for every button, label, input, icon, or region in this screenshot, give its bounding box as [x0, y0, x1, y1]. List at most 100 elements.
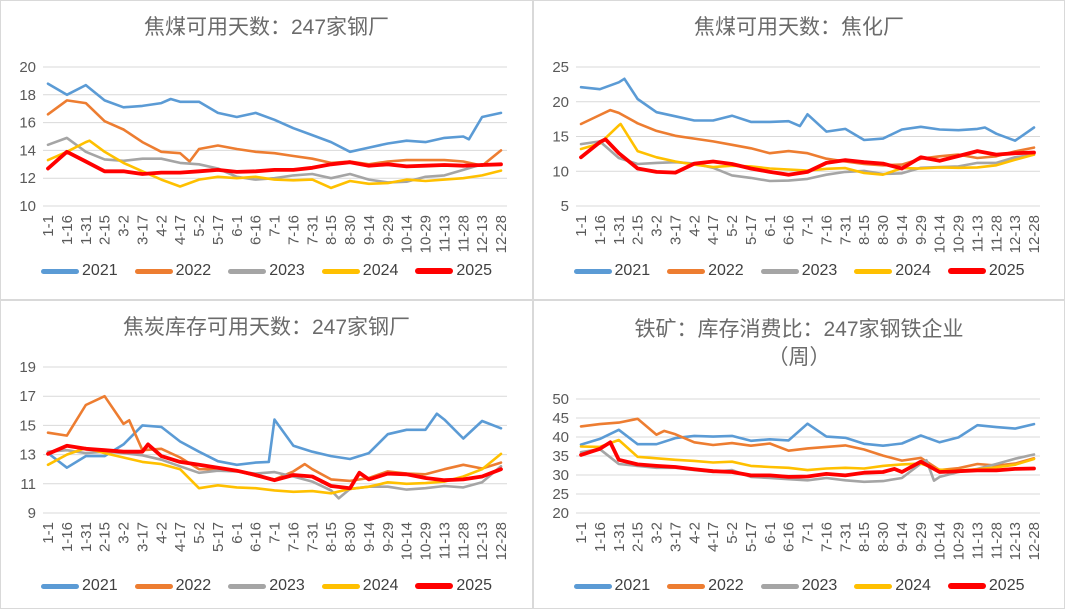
- legend-item-2021: 2021: [573, 577, 650, 595]
- x-axis-tick-label: 1-1: [573, 522, 590, 544]
- legend-item-2025: 2025: [415, 577, 492, 595]
- legend-line-swatch: [134, 583, 173, 589]
- legend-line-swatch: [947, 268, 986, 274]
- x-axis-tick-label: 7-16: [285, 215, 302, 245]
- x-axis-tick-label: 10-29: [418, 522, 435, 560]
- legend-line-swatch: [228, 268, 267, 274]
- series-line-2021: [579, 77, 1036, 142]
- x-axis-tick-label: 11-13: [969, 522, 986, 559]
- legend-item-2022: 2022: [134, 577, 212, 595]
- x-axis-tick-label: 12-28: [493, 215, 510, 253]
- chart-title-line: （周）: [767, 346, 831, 370]
- legend-line-swatch: [228, 583, 267, 589]
- legend-item-2024: 2024: [321, 577, 399, 595]
- y-axis-tick-label: 20: [552, 505, 569, 522]
- y-axis-tick-label: 20: [552, 94, 569, 111]
- series-line-2023: [46, 136, 503, 184]
- series-line-2025: [579, 440, 1036, 479]
- x-axis-tick-label: 1-16: [592, 215, 609, 245]
- y-axis-tick-label: 10: [552, 163, 569, 180]
- chart-title-line: 焦炭库存可用天数：247家钢厂: [122, 316, 411, 339]
- x-axis-tick-label: 4-17: [172, 215, 189, 245]
- legend-item-2023: 2023: [760, 262, 837, 280]
- legend-item-2025: 2025: [415, 262, 492, 280]
- y-axis-tick-label: 17: [19, 388, 36, 405]
- x-axis-tick-label: 1-31: [78, 522, 95, 552]
- x-axis-tick-label: 8-30: [342, 215, 359, 245]
- series-line-2022: [579, 108, 1036, 167]
- x-axis-tick-label: 11-28: [988, 215, 1005, 252]
- y-axis-tick-label: 12: [19, 170, 36, 187]
- x-axis-tick-label: 2-15: [97, 522, 114, 552]
- legend-line-swatch: [667, 268, 706, 274]
- series-line-2024: [46, 139, 503, 190]
- x-axis-tick-label: 1-31: [611, 522, 628, 552]
- legend-label: 2025: [456, 577, 492, 594]
- x-axis-tick-label: 9-29: [913, 522, 930, 552]
- series-line-2025: [579, 137, 1036, 177]
- x-axis-tick-label: 5-2: [724, 215, 741, 237]
- chart-title: 焦炭库存可用天数：247家钢厂: [1, 301, 532, 342]
- y-axis-tick-label: 25: [552, 486, 569, 503]
- chart-legend: 2021 2022 2023 2024 2025: [1, 262, 532, 280]
- chart-title-line: 焦煤可用天数：焦化厂: [694, 16, 904, 39]
- x-axis-tick-label: 12-28: [493, 522, 510, 560]
- legend-line-swatch: [41, 268, 80, 274]
- y-axis-tick-label: 35: [552, 448, 569, 465]
- x-axis-tick-label: 5-2: [191, 522, 208, 544]
- legend-line-swatch: [41, 583, 80, 589]
- x-axis-tick-label: 8-30: [342, 522, 359, 552]
- x-axis-tick-label: 1-16: [59, 215, 76, 245]
- legend-label: 2024: [895, 577, 931, 594]
- chart-legend: 2021 2022 2023 2024 2025: [534, 577, 1064, 595]
- x-axis-tick-label: 8-15: [856, 522, 873, 552]
- x-axis-tick-label: 5-17: [210, 522, 227, 552]
- x-axis-tick-label: 6-1: [229, 215, 246, 237]
- chart-coking-coal-days-247-steel-mills: 焦煤可用天数：247家钢厂 10 12 14 16 18 20 1-1 1-16 1-31 2-1…: [0, 0, 533, 300]
- legend-line-swatch: [415, 583, 454, 589]
- legend-item-2022: 2022: [667, 577, 744, 595]
- x-axis-tick-label: 4-17: [705, 522, 722, 552]
- x-axis-tick-label: 4-17: [705, 215, 722, 245]
- x-axis-tick-label: 11-28: [455, 522, 472, 559]
- x-axis-tick-label: 3-17: [134, 215, 151, 245]
- x-axis-tick-label: 5-17: [210, 215, 227, 245]
- chart-legend: 2021 2022 2023 2024 2025: [534, 262, 1064, 280]
- x-axis-tick-label: 7-31: [837, 522, 854, 552]
- legend-label: 2025: [988, 262, 1025, 279]
- legend-item-2022: 2022: [667, 262, 744, 280]
- x-axis-tick-label: 10-29: [951, 522, 968, 560]
- x-axis-tick-label: 4-17: [172, 522, 189, 552]
- x-axis-tick-label: 1-16: [592, 522, 609, 552]
- chart-iron-ore-inventory-consumption-ratio: 铁矿：库存消费比：247家钢铁企业 （周） 20 25 30 35 40 45 50 1-1 1-…: [533, 300, 1065, 609]
- x-axis-tick-label: 12-13: [1007, 215, 1024, 253]
- x-axis-tick-label: 3-2: [116, 215, 133, 237]
- legend-label: 2021: [82, 262, 118, 279]
- legend-label: 2025: [456, 262, 492, 279]
- x-axis-tick-label: 1-1: [40, 215, 57, 237]
- legend-item-2023: 2023: [228, 577, 305, 595]
- x-axis-tick-label: 8-30: [875, 522, 892, 552]
- legend-item-2021: 2021: [573, 262, 651, 280]
- y-axis-tick-label: 13: [19, 447, 36, 464]
- x-axis-tick-label: 12-28: [1026, 522, 1043, 560]
- legend-label: 2022: [175, 262, 212, 279]
- chart-coke-inventory-days-247-steel-mills: 焦炭库存可用天数：247家钢厂 9 11 13 15 17 19 1-1 1-16 1-31 2-…: [0, 300, 533, 609]
- x-axis-tick-label: 10-14: [399, 522, 416, 560]
- chart-title: 焦煤可用天数：焦化厂: [534, 1, 1064, 42]
- chart-title: 铁矿：库存消费比：247家钢铁企业 （周）: [534, 301, 1064, 373]
- x-axis-tick-label: 6-16: [248, 522, 265, 552]
- x-axis-tick-label: 12-13: [1007, 522, 1024, 560]
- x-axis-tick-label: 4-2: [153, 215, 170, 237]
- x-axis-tick-label: 12-28: [1026, 215, 1043, 253]
- legend-label: 2021: [614, 262, 651, 279]
- legend-line-swatch: [321, 268, 360, 274]
- y-axis-tick-label: 10: [19, 198, 36, 215]
- legend-label: 2022: [175, 577, 212, 594]
- x-axis-tick-label: 10-29: [951, 215, 968, 253]
- chart-title-line: 焦煤可用天数：247家钢厂: [143, 16, 390, 39]
- legend-item-2023: 2023: [760, 577, 837, 595]
- y-axis-tick-label: 40: [552, 429, 569, 446]
- legend-label: 2021: [82, 577, 118, 594]
- legend-label: 2024: [362, 577, 399, 594]
